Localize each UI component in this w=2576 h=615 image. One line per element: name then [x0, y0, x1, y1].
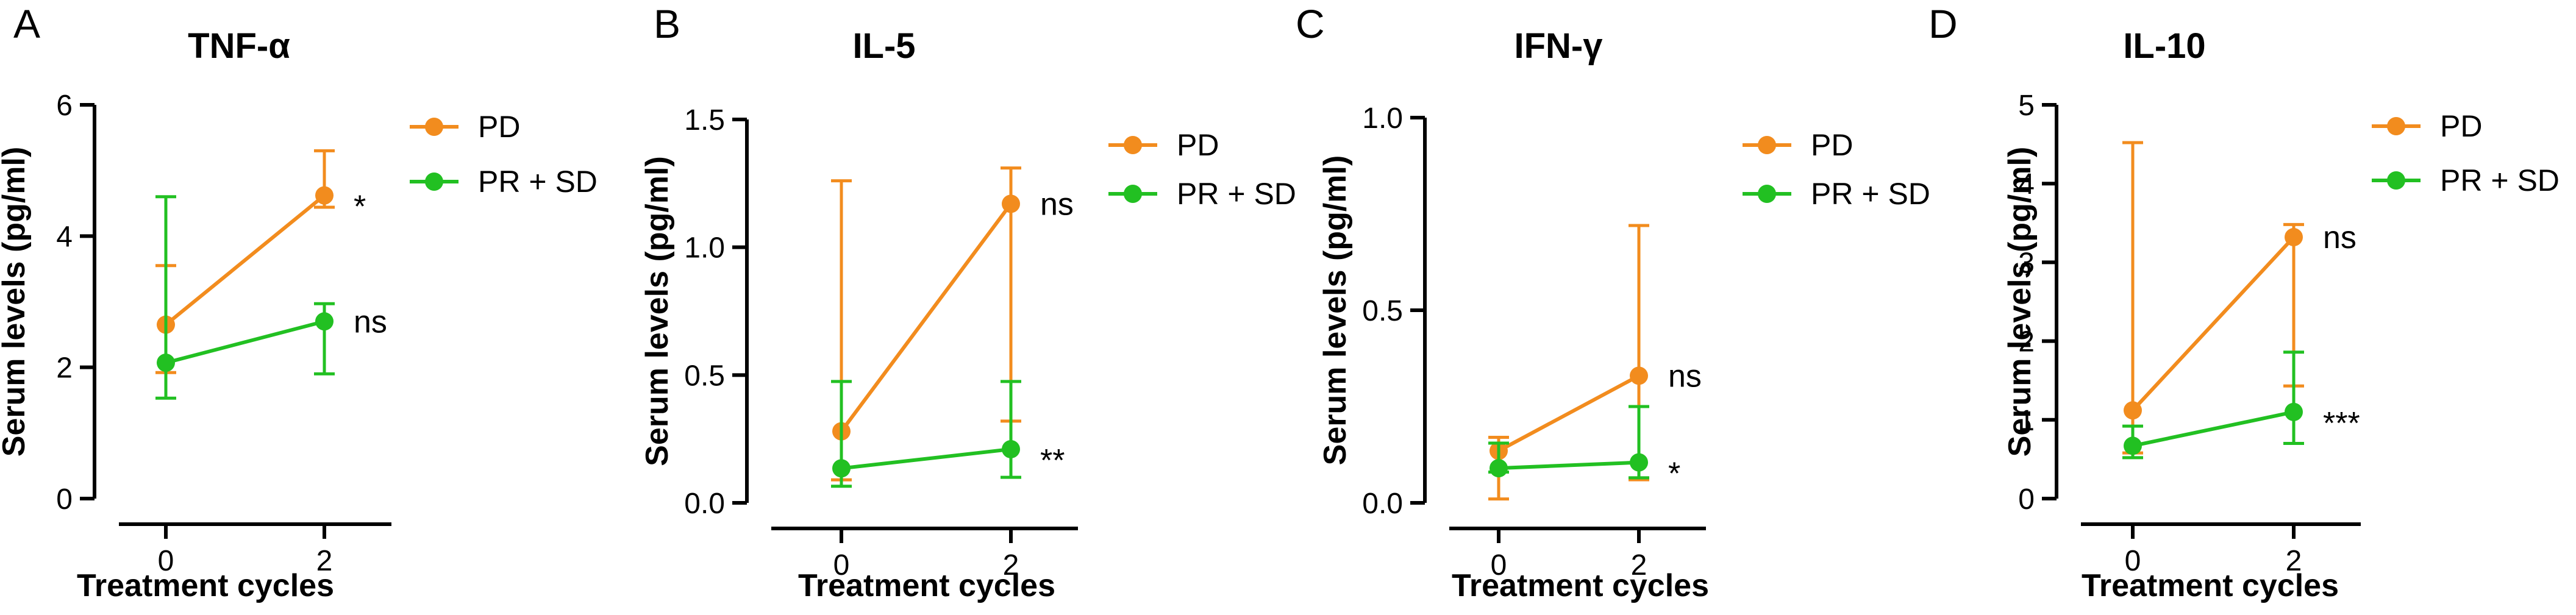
x-axis-label: Treatment cycles	[77, 568, 334, 603]
legend-label: PR + SD	[1811, 177, 1930, 211]
y-tick-label: 0.0	[1362, 488, 1403, 520]
y-tick-label: 0.0	[684, 488, 725, 520]
x-tick-label: 2	[2286, 545, 2302, 577]
y-axis-label: Serum levels (pg/ml)	[640, 156, 675, 466]
series-pr-sd: ns	[155, 195, 387, 400]
legend-label: PD	[478, 110, 520, 144]
y-tick-label: 1.0	[684, 232, 725, 265]
y-axis-label: Serum levels (pg/ml)	[2002, 147, 2038, 457]
series-line	[2132, 410, 2294, 448]
panel-title: IL-10	[2123, 26, 2205, 66]
y-tick-label: 4	[2018, 168, 2035, 201]
series-line	[1498, 460, 1639, 471]
significance-label: ns	[1668, 358, 1702, 394]
x-tick-label: 0	[158, 545, 174, 577]
series-pr-sd: ***	[2122, 350, 2360, 460]
legend-label: PD	[2440, 109, 2482, 143]
x-tick-label: 0	[1491, 549, 1507, 581]
significance-label: ns	[1040, 187, 1074, 222]
legend-label: PR + SD	[1177, 177, 1296, 211]
series-line	[840, 202, 1013, 433]
legend-marker	[425, 172, 443, 191]
panel-letter: D	[1928, 1, 1958, 46]
legend-label: PR + SD	[2440, 163, 2560, 197]
significance-label: *	[354, 190, 366, 225]
data-point	[1002, 439, 1020, 458]
series-line	[165, 319, 325, 365]
data-point	[157, 354, 175, 372]
legend-label: PD	[1177, 128, 1219, 162]
legend-marker	[2387, 171, 2405, 190]
y-tick-label: 0.5	[1362, 295, 1403, 327]
y-tick-label: 5	[2018, 90, 2035, 122]
x-tick-label: 2	[316, 545, 333, 577]
x-tick-label: 0	[2125, 545, 2141, 577]
data-point	[2124, 401, 2142, 420]
data-point	[1630, 366, 1648, 385]
y-tick-label: 1.0	[1362, 102, 1403, 135]
x-tick-label: 0	[833, 549, 850, 581]
y-tick-label: 0.5	[684, 360, 725, 392]
panel-letter: C	[1296, 1, 1325, 46]
x-axis-label: Treatment cycles	[1452, 568, 1709, 603]
legend-marker	[425, 118, 443, 136]
series-pd: ns	[2122, 141, 2357, 455]
series-pr-sd: **	[831, 380, 1065, 488]
series-pd: ns	[831, 166, 1074, 482]
y-tick-label: 1	[2018, 405, 2035, 437]
legend-marker	[1758, 185, 1776, 203]
y-tick-label: 4	[56, 221, 73, 253]
y-tick-label: 1.5	[684, 104, 725, 137]
data-point	[2285, 228, 2303, 247]
panel-letter: A	[13, 1, 40, 46]
series-line	[1497, 374, 1640, 453]
y-tick-label: 0	[56, 483, 73, 516]
data-point	[315, 312, 334, 331]
y-tick-label: 6	[56, 90, 73, 122]
series-pr-sd: *	[1488, 405, 1680, 492]
x-axis-label: Treatment cycles	[2082, 568, 2339, 603]
legend-label: PD	[1811, 128, 1853, 162]
panel-title: IFN-γ	[1515, 26, 1604, 66]
series-line	[841, 447, 1011, 471]
data-point	[1490, 459, 1508, 478]
y-tick-label: 3	[2018, 247, 2035, 279]
x-axis-label: Treatment cycles	[798, 568, 1055, 603]
y-tick-label: 0	[2018, 483, 2035, 516]
legend-marker	[1124, 185, 1142, 203]
significance-label: ns	[354, 304, 387, 339]
x-tick-label: 2	[1003, 549, 1019, 581]
series-line	[2131, 236, 2296, 412]
data-point	[1630, 453, 1648, 472]
y-tick-label: 2	[56, 352, 73, 385]
x-tick-label: 2	[1631, 549, 1647, 581]
panel-letter: B	[654, 1, 680, 46]
data-point	[2124, 436, 2142, 455]
data-point	[832, 459, 851, 478]
y-axis-label: Serum levels (pg/ml)	[0, 147, 32, 457]
legend-label: PR + SD	[478, 165, 598, 199]
y-axis-label: Serum levels (pg/ml)	[1318, 155, 1353, 466]
series-line	[165, 194, 326, 327]
data-point	[1002, 194, 1020, 213]
data-point	[315, 186, 334, 205]
legend-marker	[2387, 117, 2405, 135]
legend-marker	[1124, 136, 1142, 154]
significance-label: ns	[2323, 220, 2357, 255]
legend-marker	[1758, 136, 1776, 154]
panel-title: TNF-α	[188, 26, 290, 66]
significance-label: *	[1668, 457, 1680, 492]
y-tick-label: 2	[2018, 326, 2035, 358]
panel-title: IL-5	[852, 26, 915, 66]
data-point	[2285, 402, 2303, 421]
significance-label: ***	[2323, 406, 2360, 441]
significance-label: **	[1040, 443, 1065, 478]
